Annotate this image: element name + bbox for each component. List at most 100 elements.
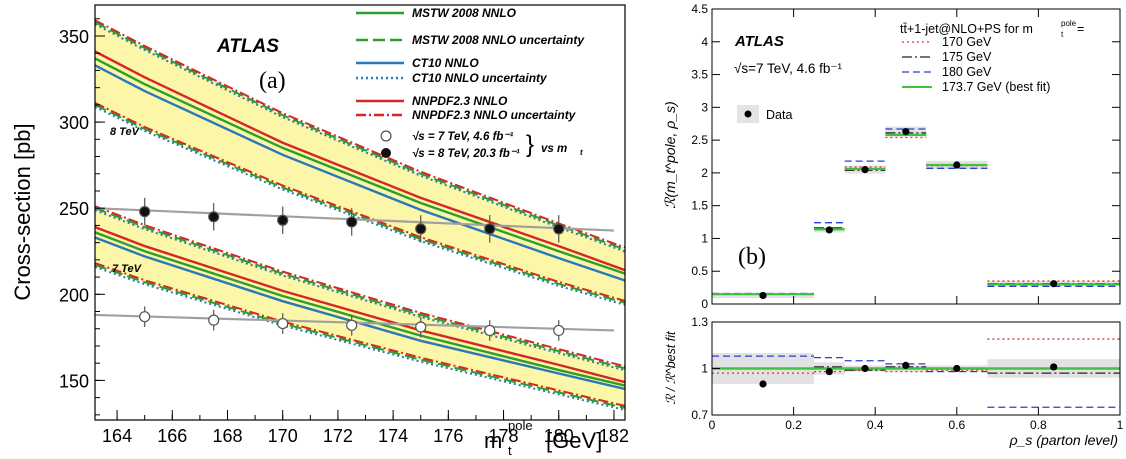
y-tick-label: 250: [59, 199, 89, 219]
panel-a-frame: [94, 4, 626, 421]
prediction-line-ct10-8tev: [95, 64, 625, 282]
y-tick-label: 2.5: [691, 133, 708, 147]
panel-a-data-points: [94, 197, 615, 341]
data-point-8tev: [484, 223, 496, 235]
ratio-data-point: [953, 364, 961, 373]
legend-label-mstw-unc: MSTW 2008 NNLO uncertainty: [412, 33, 585, 47]
data-point-7tev: [553, 324, 565, 337]
y-tick-label: 2: [701, 166, 708, 180]
x-tick-label: 172: [323, 426, 353, 446]
data-point: [953, 161, 961, 169]
ratio-x-tick-label: 0.4: [867, 418, 884, 432]
ratio-y-tick-label: 1.3: [691, 315, 708, 329]
label-8tev: 8 TeV: [110, 126, 141, 138]
ratio-data-point: [1050, 363, 1058, 371]
y-tick-label: 3: [701, 100, 708, 114]
y-tick-label: 300: [59, 113, 89, 133]
panel-a-legend: MSTW 2008 NNLO MSTW 2008 NNLO uncertaint…: [356, 6, 585, 160]
legend-marker-8tev: [381, 148, 391, 158]
ratio-x-tick-label: 1: [1117, 418, 1124, 432]
ratio-data-point: [825, 368, 833, 376]
ratio-histograms: [712, 338, 1120, 408]
ratio-y-axis-title: ℛ / ℛ^best fit: [664, 331, 678, 405]
ratio-y-tick-label: 0.7: [691, 408, 708, 422]
data-point: [861, 166, 869, 174]
x-tick-label: 176: [433, 426, 463, 446]
legend-brace: }: [526, 131, 534, 158]
uncertainty-edge-line: [95, 23, 625, 253]
panel-a: 164 166 168 170 172 174 176 178 180 182 150 200 250 3…: [10, 4, 629, 458]
data-point-7tev: [346, 319, 358, 331]
legend-data-label: Data: [766, 108, 792, 122]
ratio-data-point: [759, 380, 767, 388]
data-point: [759, 291, 767, 300]
uncertainty-edge-line: [95, 19, 625, 249]
x-title-sub: t: [508, 443, 512, 458]
ratio-y-tick-label: 1: [701, 362, 708, 376]
prediction-line-nnpdf2.3-7tev: [95, 226, 625, 384]
data-point-8tev: [208, 211, 220, 223]
prediction-line-nnpdf2.3-8tev: [95, 50, 625, 272]
uncertainty-edge-line: [95, 209, 625, 372]
panel-a-panel-label: (a): [259, 68, 286, 94]
data-point-8tev: [139, 206, 151, 218]
y-tick-label: 4.5: [691, 2, 708, 16]
y-tick-label: 0.5: [691, 264, 708, 278]
legend-label-nnpdf: NNPDF2.3 NNLO: [412, 94, 508, 108]
x-tick-label: 182: [599, 426, 629, 446]
x-tick-label: 166: [157, 426, 187, 446]
legend-label-1: 175 GeV: [942, 50, 992, 64]
panel-a-y-axis-title: Cross-section [pb]: [10, 123, 35, 300]
uncertainty-edge-line: [95, 105, 625, 306]
x-title-sup: pole: [508, 418, 533, 433]
legend-suffix: vs m: [541, 143, 567, 155]
panel-a-x-axis-title: m pole t [GeV]: [484, 418, 602, 458]
panel-b-energy-label: √s=7 TeV, 4.6 fb⁻¹: [734, 61, 842, 76]
y-tick-label: 3.5: [691, 68, 708, 82]
panel-b-y-title: ℛ(m_t^pole, ρ_s): [662, 101, 678, 208]
legend-label-ct10: CT10 NNLO: [412, 56, 479, 70]
ratio-x-tick-label: 0.6: [948, 418, 965, 432]
legend-label-ct10-unc: CT10 NNLO uncertainty: [412, 71, 548, 85]
x-tick-label: 168: [212, 426, 242, 446]
x-tick-label: 164: [102, 426, 132, 446]
panel-b-legend: tt̄+1-jet@NLO+PS for m pole t = 170 GeV1…: [900, 19, 1084, 94]
data-point-8tev: [277, 214, 289, 226]
legend-data-marker: [744, 110, 752, 118]
uncertainty-edge-line: [95, 262, 625, 407]
panel-b-legend-title-end: =: [1077, 22, 1084, 36]
legend-label-8tev-data: √s = 8 TeV, 20.3 fb⁻¹: [412, 147, 520, 160]
legend-marker-7tev: [380, 130, 392, 142]
panel-b-legend-title: tt̄+1-jet@NLO+PS for m: [900, 22, 1033, 36]
panel-b-ratio: 0.7 1 1.3 0 0.2 0.4 0.6 0.8 1 ℛ / ℛ^best fit ρ_s…: [664, 315, 1124, 448]
legend-label-2: 180 GeV: [942, 65, 992, 79]
panel-b-experiment-label: ATLAS: [734, 33, 784, 50]
panel-b: 0 0.5 1 1.5 2 2.5 3 3.5 4 4.5 ATLAS √s=7 TeV, 4.6…: [662, 2, 1121, 311]
legend-label-3: 173.7 GeV (best fit): [942, 80, 1050, 94]
x-tick-label: 178: [489, 426, 519, 446]
y-tick-label: 200: [59, 285, 89, 305]
ratio-x-tick-label: 0: [709, 418, 716, 432]
panel-a-experiment-label: ATLAS: [216, 36, 279, 57]
data-point-8tev: [415, 223, 427, 235]
data-point-7tev: [277, 317, 289, 330]
panel-b-legend-title-sub: t: [1061, 30, 1064, 39]
data-point-8tev: [553, 223, 565, 235]
uncertainty-edge-line: [95, 205, 625, 368]
panel-b-y-axis-title: ℛ(m_t^pole, ρ_s): [662, 101, 678, 208]
data-point-7tev: [484, 324, 496, 337]
label-7tev: 7 TeV: [112, 263, 143, 275]
panel-b-histograms: [712, 126, 1120, 300]
legend-label-mstw: MSTW 2008 NNLO: [412, 6, 517, 20]
data-point-8tev: [346, 216, 358, 228]
data-point: [825, 226, 833, 234]
panel-b-panel-label: (b): [738, 244, 766, 270]
ratio-data-point: [861, 364, 869, 373]
y-tick-label: 0: [701, 297, 708, 311]
ratio-data-point: [902, 361, 910, 369]
legend-suffix-sub: t: [580, 148, 583, 157]
prediction-line-mstw-8tev: [95, 57, 625, 275]
x-tick-label: 174: [378, 426, 408, 446]
